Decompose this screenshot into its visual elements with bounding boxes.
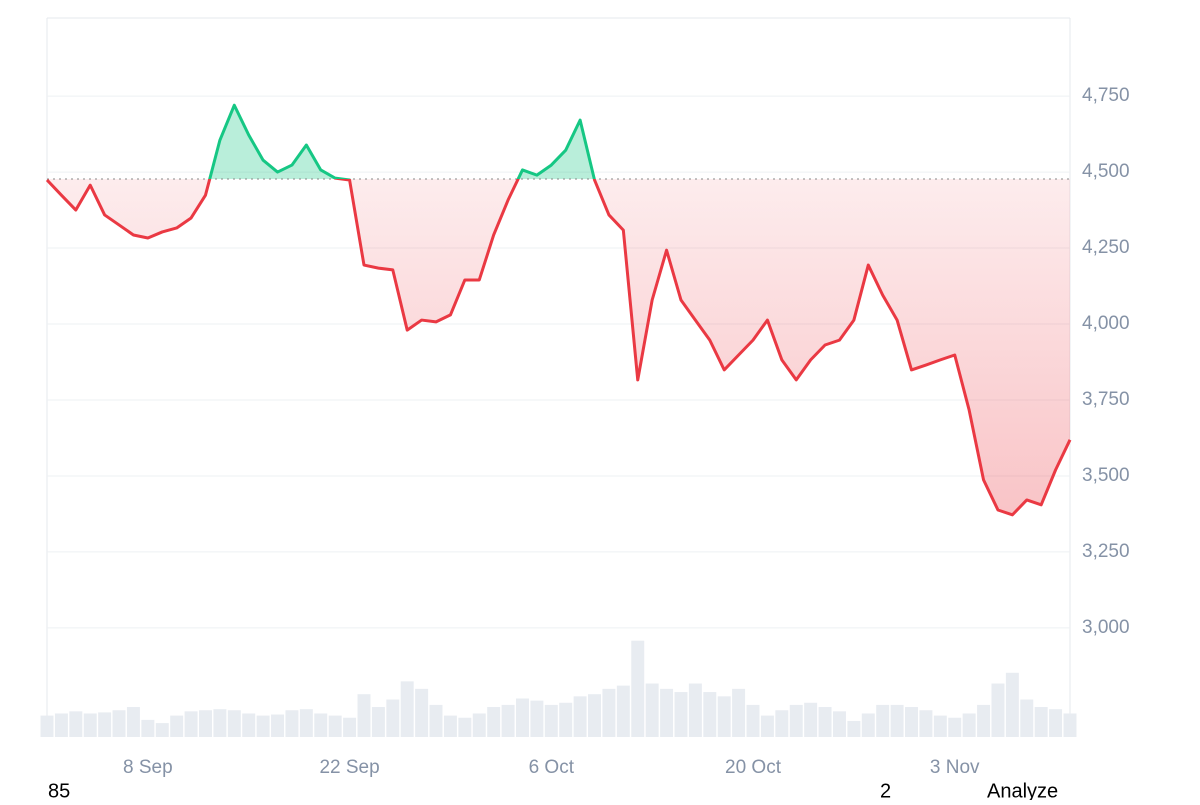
y-tick-label: 4,500 [1082,161,1130,182]
volume-bar [1049,709,1063,737]
volume-bar [501,704,515,737]
volume-bar [54,713,68,737]
volume-bar [472,713,486,737]
volume-bar [386,699,400,737]
volume-bar [1020,699,1034,737]
volume-bar [616,685,630,737]
volume-bar [199,710,212,737]
volume-bar [760,715,774,737]
volume-bar [674,692,688,737]
volume-bar [515,698,529,737]
y-tick-label: 3,000 [1082,617,1130,638]
price-line-down [45,179,1072,517]
volume-bar [415,688,429,737]
volume-bar [818,707,832,737]
volume-bar [645,683,659,737]
volume-bar [1063,713,1077,737]
volume-bar [660,688,674,737]
volume-bar [847,720,861,737]
volume-bar [371,707,385,737]
area-up [209,105,595,180]
volume-bar [170,715,184,737]
footer-text: 2 [880,780,891,800]
volume-bar [1034,707,1048,737]
volume-bar [314,713,328,737]
volume-bar [357,694,371,737]
volume-bar [703,692,717,737]
volume-bar [573,696,587,737]
volume-bar [530,700,544,737]
volume-bar [328,715,342,737]
volume-bar [962,713,976,737]
footer-text: 85 [48,780,70,800]
x-tick-label: 6 Oct [529,757,575,778]
volume-bar [905,707,918,737]
volume-bar [343,717,357,737]
volume-bar [271,714,285,737]
volume-bar [544,704,558,737]
volume-bar [126,707,140,737]
y-tick-label: 4,750 [1082,85,1130,106]
volume-bar [977,704,991,737]
volume-bar [40,715,54,737]
x-tick-label: 8 Sep [123,757,173,778]
y-tick-label: 4,000 [1082,313,1130,334]
y-tick-label: 4,250 [1082,237,1130,258]
volume-bar [588,694,602,737]
volume-bar [155,723,169,737]
volume-bar [948,717,962,737]
volume-bar [487,707,501,737]
volume-bar [112,710,126,737]
volume-bar [804,702,818,737]
volume-bar [242,713,256,737]
volume-bar [98,712,112,737]
volume-bar [458,717,472,737]
volume-bar [631,640,645,737]
volume-bar [602,688,616,737]
volume-bar [69,711,83,737]
y-tick-label: 3,750 [1082,389,1130,410]
volume-bar [285,710,299,737]
volume-bar [184,711,198,737]
volume-bar [1005,672,1019,737]
volume-bar [717,696,731,737]
y-tick-label: 3,500 [1082,465,1130,486]
volume-bar [775,710,789,737]
area-down [47,179,1070,515]
volume-bar [732,688,746,737]
volume-bar [890,704,904,737]
x-tick-label: 3 Nov [930,757,980,778]
volume-bar [213,709,227,737]
volume-bar [559,702,573,737]
volume-bar [227,710,241,737]
volume-bar [933,715,947,737]
volume-bar [832,711,846,737]
y-tick-label: 3,250 [1082,541,1130,562]
x-tick-label: 22 Sep [319,757,379,778]
volume-bar [861,713,875,737]
volume-bar [746,704,760,737]
footer-text: Analyze [987,780,1058,800]
x-tick-label: 20 Oct [725,757,782,778]
volume-bar [400,681,414,737]
volume-bar [83,713,97,737]
volume-bar [919,710,933,737]
volume-bar [991,683,1005,737]
price-line-up [47,103,596,180]
volume-bar [876,704,890,737]
volume-bar [443,715,457,737]
volume-bar [299,709,313,737]
volume-bar [141,719,155,737]
volume-bar [789,704,803,737]
volume-bar [688,683,702,737]
volume-bar [429,704,443,737]
volume-bar [256,715,270,737]
